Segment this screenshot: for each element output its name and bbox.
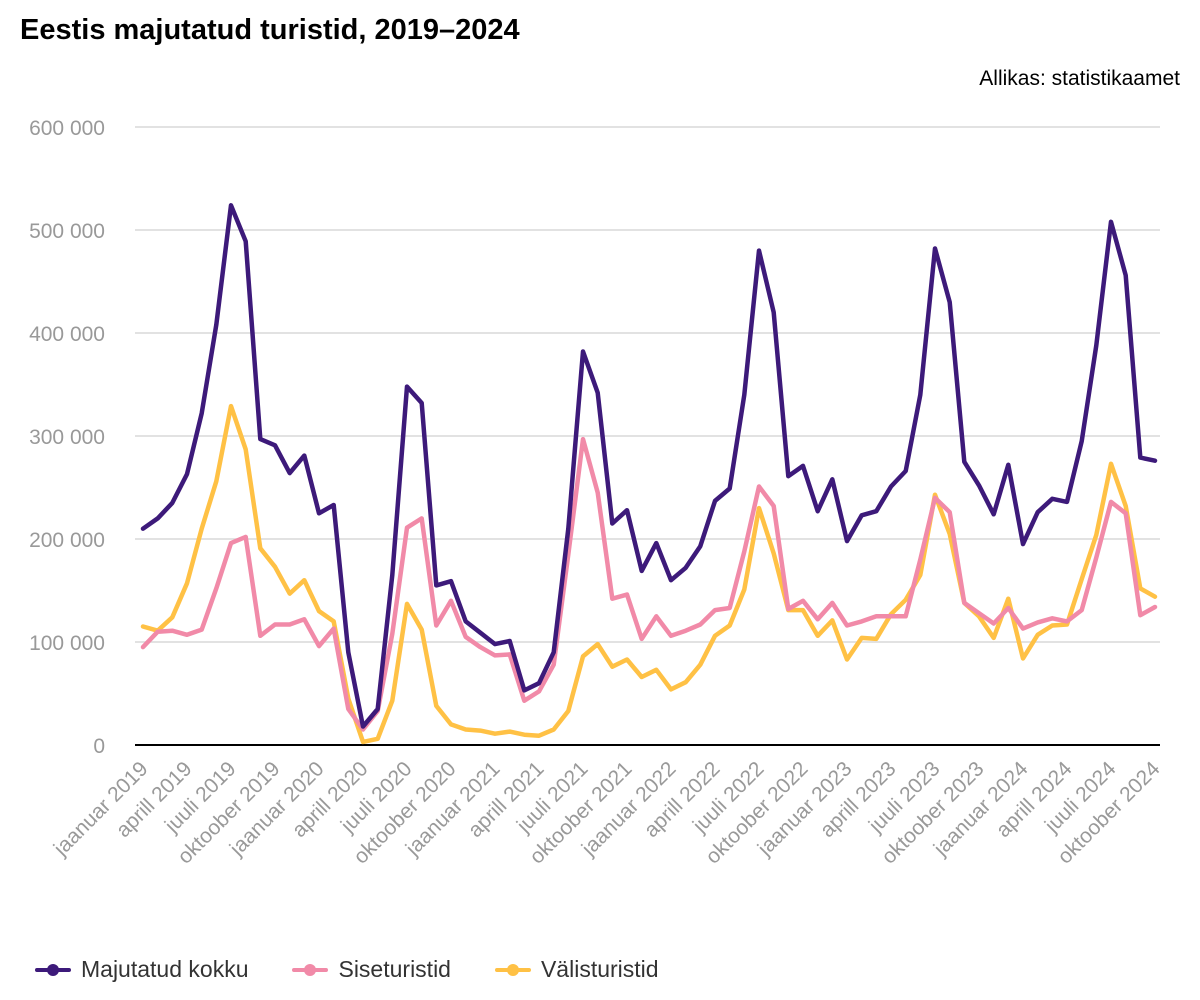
chart-title: Eestis majutatud turistid, 2019–2024	[20, 14, 520, 46]
legend-label-majutatud-kokku: Majutatud kokku	[81, 956, 249, 982]
series-line-0[interactable]	[140, 203, 1158, 729]
legend-swatch-majutatud-kokku	[35, 963, 71, 976]
legend-item-majutatud-kokku[interactable]: Majutatud kokku	[35, 956, 248, 983]
y-tick-label: 400 000	[29, 323, 105, 346]
y-tick-label: 100 000	[29, 632, 105, 655]
legend-swatch-siseturistid	[292, 963, 329, 976]
series-line-2[interactable]	[140, 403, 1158, 745]
legend-swatch-valisturistid	[494, 963, 531, 976]
series-line-1[interactable]	[140, 436, 1158, 732]
legend-item-valisturistid[interactable]: Välisturistid	[494, 956, 659, 983]
legend-label-siseturistid: Siseturistid	[338, 956, 451, 982]
legend-item-siseturistid[interactable]: Siseturistid	[292, 956, 451, 983]
y-tick-label: 600 000	[29, 117, 105, 140]
chart-legend: Majutatud kokku Siseturistid Välisturist…	[35, 956, 703, 983]
y-tick-label: 200 000	[29, 529, 105, 552]
legend-label-valisturistid: Välisturistid	[540, 956, 659, 982]
y-tick-label: 0	[93, 735, 105, 758]
chart-source: Allikas: statistikaamet	[979, 67, 1180, 90]
y-tick-label: 500 000	[29, 220, 105, 243]
y-tick-label: 300 000	[29, 426, 105, 449]
